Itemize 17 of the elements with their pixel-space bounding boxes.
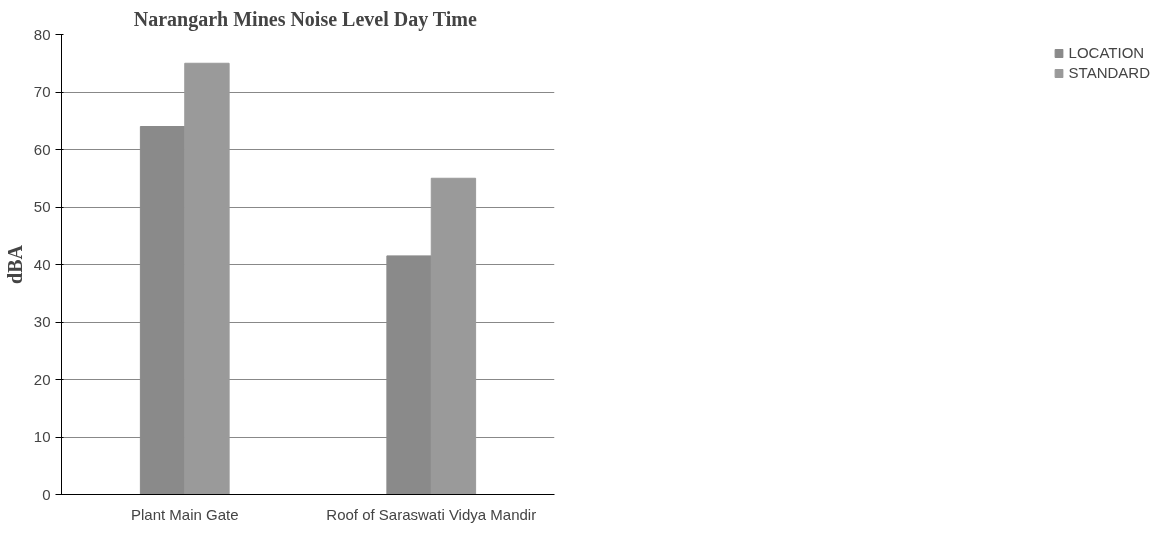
x-tick-label: Plant Main Gate	[130, 505, 239, 523]
x-tick-label: Roof of Saraswati Vidya Mandir	[326, 505, 537, 523]
y-tick-label: 10	[33, 428, 51, 445]
y-tick-label: 70	[33, 83, 51, 100]
legend-label: STANDARD	[1068, 64, 1150, 81]
y-tick-label: 50	[33, 198, 51, 215]
y-tick-label: 30	[33, 313, 51, 330]
y-tick-label: 0	[42, 485, 51, 503]
y-tick-label: 40	[33, 255, 51, 273]
chart-title: Narangarh Mines Noise Level Day Time	[133, 7, 477, 31]
y-tick-label: 80	[33, 25, 51, 43]
legend-label: LOCATION	[1068, 44, 1145, 61]
bar	[184, 62, 230, 495]
y-axis-title: dBA	[3, 244, 26, 284]
y-tick-label: 20	[33, 370, 51, 388]
y-tick-label: 60	[33, 140, 51, 158]
bar	[430, 177, 477, 495]
